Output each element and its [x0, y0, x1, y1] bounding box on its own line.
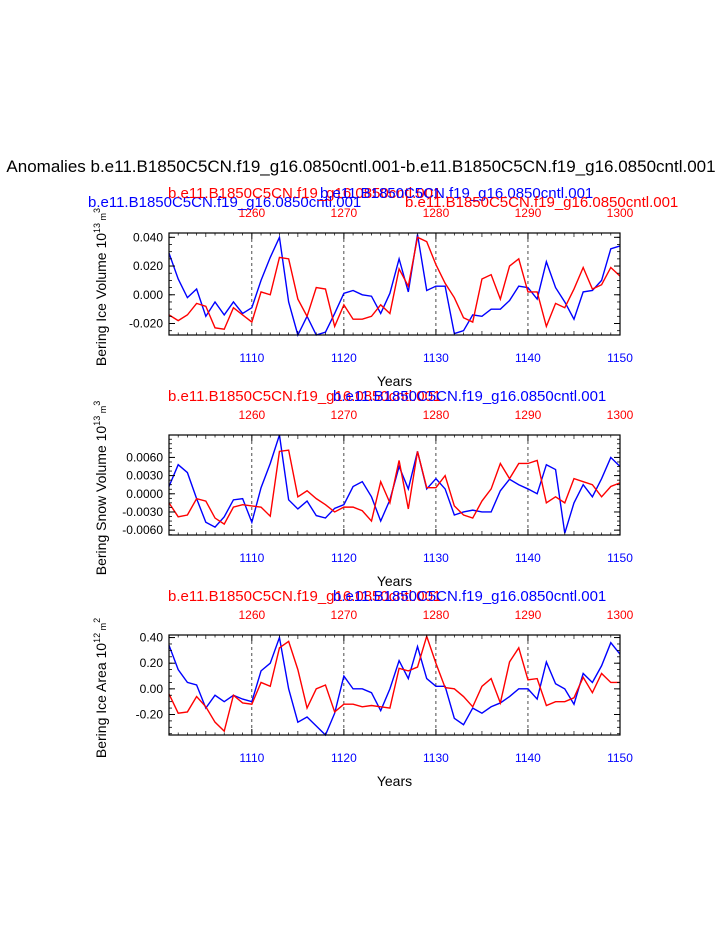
panel-title-blue-right: b.e11.B1850C5CN.f19_g16.0850cntl.001: [320, 185, 593, 202]
x-tick-label-bottom: 1130: [423, 751, 449, 765]
series-blue-line: [168, 634, 621, 737]
x-tick-label-top: 1260: [238, 608, 265, 622]
x-tick-label-bottom: 1110: [239, 751, 264, 765]
y-tick-label: 0.00: [140, 682, 164, 696]
x-tick-label-top: 1280: [423, 608, 450, 622]
series-blue-line: [168, 234, 621, 337]
y-axis-label: Bering Ice Volume 1013 m3: [92, 208, 109, 366]
x-tick-label-top: 1300: [607, 408, 634, 422]
x-tick-label-bottom: 1140: [515, 551, 541, 565]
y-axis-label: Bering Ice Area 1012 m2: [92, 618, 109, 758]
y-tick-label: -0.0030: [122, 505, 163, 519]
panel-title-blue: b.e11.B1850C5CN.f19_g16.0850cntl.001: [88, 194, 361, 211]
panel-title-red: b.e11.B1850C5CN.f19_g16.0850cntl.001: [168, 388, 441, 405]
chart-panel-3: -0.20 0.00 0.20 0.40 1110 1120 1130 1140 1150 126…: [92, 588, 634, 789]
y-tick-label: 0.20: [140, 656, 164, 670]
series-red-line: [168, 633, 620, 733]
x-tick-label-bottom: 1120: [331, 551, 357, 565]
x-tick-label-bottom: 1110: [239, 551, 264, 565]
y-tick-label: 0.0060: [126, 450, 163, 464]
x-tick-label-bottom: 1130: [423, 551, 449, 565]
x-axis-label: Years: [377, 573, 412, 589]
x-tick-label-bottom: 1150: [607, 751, 633, 765]
y-tick-label: 0.40: [140, 631, 164, 645]
main-title: Anomalies b.e11.B1850C5CN.f19_g16.0850cn…: [6, 157, 715, 176]
x-tick-label-top: 1280: [423, 408, 450, 422]
series-red-line: [168, 449, 621, 526]
y-tick-label: 0.0030: [126, 469, 163, 483]
y-tick-label: -0.0060: [122, 523, 163, 537]
x-tick-label-top: 1260: [238, 206, 265, 220]
x-tick-label-top: 1290: [515, 608, 542, 622]
y-tick-label: 0.0000: [126, 487, 163, 501]
x-tick-label-top: 1270: [331, 206, 358, 220]
y-tick-label: 0.000: [133, 288, 163, 302]
plot-frame: [168, 634, 621, 736]
panel-title-blue: b.e11.B1850C5CN.f19_g16.0850cntl.001: [333, 588, 606, 605]
panels: -0.020 0.000 0.020 0.040 1110 1120 1130 1140 115…: [88, 185, 678, 789]
y-tick-label: 0.040: [133, 230, 163, 244]
x-tick-label-bottom: 1120: [331, 751, 357, 765]
y-axis-label: Bering Snow Volume 1013 m3: [92, 401, 109, 575]
y-tick-label: 0.020: [133, 259, 163, 273]
x-tick-label-top: 1290: [515, 206, 542, 220]
x-axis-label: Years: [377, 773, 412, 789]
x-tick-label-bottom: 1150: [607, 551, 633, 565]
panel-title-red: b.e11.B1850C5CN.f19_g16.0850cntl.001: [168, 588, 441, 605]
x-tick-label-top: 1260: [238, 408, 265, 422]
x-tick-label-top: 1300: [607, 206, 634, 220]
x-tick-label-bottom: 1150: [607, 351, 633, 365]
y-tick-label: -0.20: [136, 707, 164, 721]
panel-title-blue: b.e11.B1850C5CN.f19_g16.0850cntl.001: [333, 388, 606, 405]
x-tick-label-bottom: 1110: [239, 351, 264, 365]
series-red-line: [168, 236, 621, 331]
x-axis-label: Years: [377, 373, 412, 389]
y-tick-label: -0.020: [129, 317, 163, 331]
panel-title-red-left: b.e11.B1850C5CN.f19_g16.0850cntl.001: [168, 185, 441, 202]
x-tick-label-bottom: 1130: [423, 351, 449, 365]
plot-frame: [168, 232, 621, 336]
x-tick-label-top: 1300: [607, 608, 634, 622]
x-tick-label-top: 1270: [331, 608, 358, 622]
x-tick-label-top: 1270: [331, 408, 358, 422]
panel-title-red: b.e11.B1850C5CN.f19_g16.0850cntl.001: [405, 194, 678, 211]
chart-panel-2: -0.0060 -0.0030 0.0000 0.0030 0.0060 1110 1120…: [92, 388, 634, 589]
chart-panel-1: -0.020 0.000 0.020 0.040 1110 1120 1130 1140 115…: [88, 185, 678, 389]
x-tick-label-bottom: 1140: [515, 351, 541, 365]
x-tick-label-top: 1280: [423, 206, 450, 220]
x-tick-label-top: 1290: [515, 408, 542, 422]
x-tick-label-bottom: 1120: [331, 351, 357, 365]
x-tick-label-bottom: 1140: [515, 751, 541, 765]
